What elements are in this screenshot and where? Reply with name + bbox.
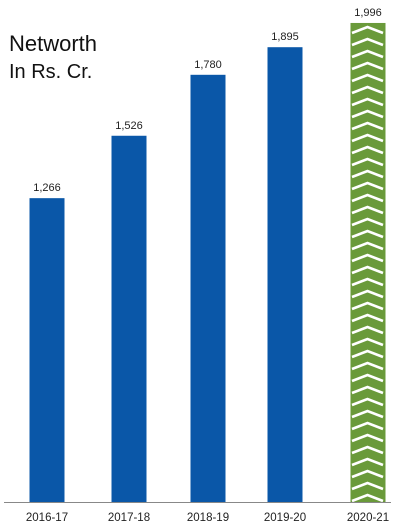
chart-title: Networth: [9, 31, 98, 56]
x-tick-labels-layer: 2016-17 2017-18 2018-19 2019-20 2020-21: [26, 512, 389, 524]
x-tick-label-2020-21: 2020-21: [347, 512, 389, 524]
value-label-2019-20: 1,895: [271, 31, 299, 43]
bar-2019-20: [267, 47, 303, 502]
bar-2018-19: [190, 74, 226, 503]
value-labels-layer: 1,266 1,526 1,780 1,895 1,996: [33, 7, 382, 194]
value-label-2020-21: 1,996: [354, 7, 382, 19]
value-label-2018-19: 1,780: [194, 59, 222, 71]
bar-2016-17: [29, 198, 65, 502]
bars-layer: [29, 22, 386, 503]
chart-subtitle: In Rs. Cr.: [9, 61, 93, 83]
bar-2020-21: [350, 22, 386, 503]
bar-2017-18: [111, 135, 147, 502]
x-tick-label-2017-18: 2017-18: [108, 512, 150, 524]
x-tick-label-2018-19: 2018-19: [187, 512, 229, 524]
value-label-2017-18: 1,526: [115, 120, 143, 132]
x-tick-label-2019-20: 2019-20: [264, 512, 306, 524]
value-label-2016-17: 1,266: [33, 182, 61, 194]
x-tick-label-2016-17: 2016-17: [26, 512, 68, 524]
